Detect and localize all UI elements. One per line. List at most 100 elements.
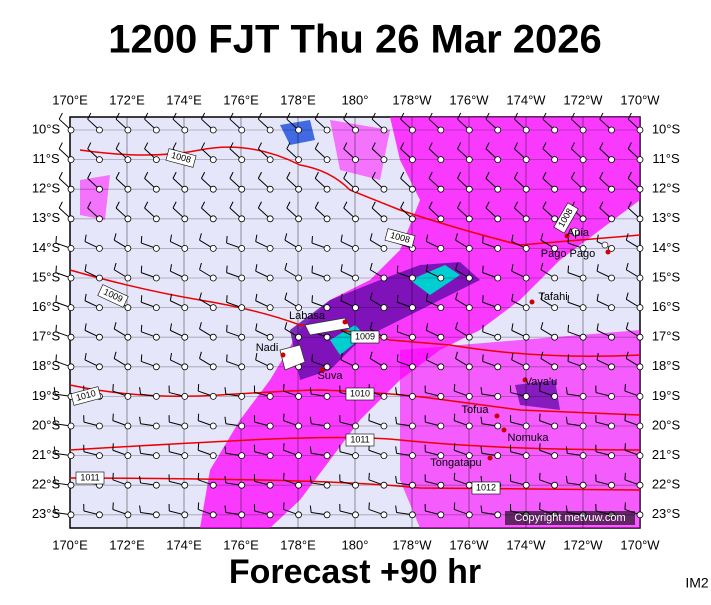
barb-station — [267, 364, 273, 370]
barb-station — [296, 216, 302, 222]
barb-station — [409, 423, 415, 429]
barb-station — [125, 364, 131, 370]
barb-station — [580, 393, 586, 399]
barb-station — [495, 512, 501, 518]
barb-station — [523, 305, 529, 311]
barb-station — [609, 482, 615, 488]
barb-station — [438, 157, 444, 163]
barb-station — [466, 157, 472, 163]
lat-label-left: 22°S — [32, 477, 61, 492]
barb-station — [96, 157, 102, 163]
place-name: Labasa — [289, 310, 326, 322]
barb-station — [210, 305, 216, 311]
barb-station — [523, 364, 529, 370]
barb-station — [353, 245, 359, 251]
barb-station — [210, 453, 216, 459]
barb-station — [267, 453, 273, 459]
lon-label-bottom: 172°E — [109, 537, 145, 552]
barb-station — [609, 453, 615, 459]
barb-station — [210, 364, 216, 370]
barb-station — [125, 216, 131, 222]
barb-station — [353, 512, 359, 518]
lat-label-right: 17°S — [652, 329, 681, 344]
barb-station — [153, 482, 159, 488]
barb-station — [296, 157, 302, 163]
barb-station — [239, 482, 245, 488]
barb-station — [495, 157, 501, 163]
barb-station — [153, 275, 159, 281]
barb-station — [210, 512, 216, 518]
barb-station — [324, 393, 330, 399]
barb-station — [267, 157, 273, 163]
barb-station — [210, 157, 216, 163]
barb-station — [552, 453, 558, 459]
barb-station — [609, 305, 615, 311]
barb-station — [125, 393, 131, 399]
barb-station — [125, 453, 131, 459]
lon-label-top: 178°E — [280, 92, 316, 107]
barb-station — [552, 393, 558, 399]
barb-station — [381, 127, 387, 133]
barb-station — [68, 364, 74, 370]
barb-station — [409, 393, 415, 399]
barb-feather — [59, 202, 62, 208]
barb-station — [438, 275, 444, 281]
lat-label-right: 10°S — [652, 121, 681, 136]
barb-station — [609, 157, 615, 163]
barb-station — [239, 393, 245, 399]
barb-station — [324, 453, 330, 459]
lat-label-right: 15°S — [652, 269, 681, 284]
lat-label-right: 20°S — [652, 417, 681, 432]
barb-station — [267, 216, 273, 222]
place-name: Vava'u — [525, 376, 557, 388]
barb-station — [580, 305, 586, 311]
barb-station — [153, 423, 159, 429]
place-name: Tongatapu — [430, 457, 481, 469]
barb-station — [438, 216, 444, 222]
barb-station — [182, 275, 188, 281]
barb-station — [68, 186, 74, 192]
barb-station — [552, 423, 558, 429]
lat-label-right: 19°S — [652, 388, 681, 403]
barb-station — [239, 245, 245, 251]
barb-station — [409, 127, 415, 133]
barb-station — [324, 245, 330, 251]
lat-label-right: 14°S — [652, 240, 681, 255]
barb-station — [552, 305, 558, 311]
barb-station — [495, 216, 501, 222]
barb-station — [210, 127, 216, 133]
lat-label-right: 21°S — [652, 447, 681, 462]
barb-station — [125, 305, 131, 311]
barb-station — [523, 157, 529, 163]
barb-station — [409, 157, 415, 163]
barb-station — [182, 482, 188, 488]
barb-station — [609, 275, 615, 281]
barb-station — [153, 186, 159, 192]
barb-station — [353, 364, 359, 370]
barb-station — [637, 364, 643, 370]
barb-station — [523, 423, 529, 429]
place-dot — [502, 428, 507, 433]
barb-station — [68, 275, 74, 281]
barb-station — [68, 127, 74, 133]
barb-station — [438, 334, 444, 340]
barb-station — [68, 216, 74, 222]
lon-label-top: 170°E — [52, 92, 88, 107]
barb-station — [68, 423, 74, 429]
lat-label-left: 21°S — [32, 447, 61, 462]
barb-station — [381, 423, 387, 429]
barb-station — [580, 364, 586, 370]
lon-label-bottom: 174°E — [166, 537, 202, 552]
barb-station — [182, 334, 188, 340]
barb-station — [267, 512, 273, 518]
isobar-label: 1010 — [346, 388, 374, 400]
isobar-label-text: 1011 — [80, 472, 99, 482]
place-name: Tofua — [462, 404, 490, 416]
barb-station — [353, 482, 359, 488]
barb-feather — [59, 172, 62, 178]
lat-label-left: 13°S — [32, 210, 61, 225]
lat-label-left: 10°S — [32, 121, 61, 136]
barb-station — [552, 482, 558, 488]
barb-station — [182, 453, 188, 459]
barb-station — [68, 482, 74, 488]
